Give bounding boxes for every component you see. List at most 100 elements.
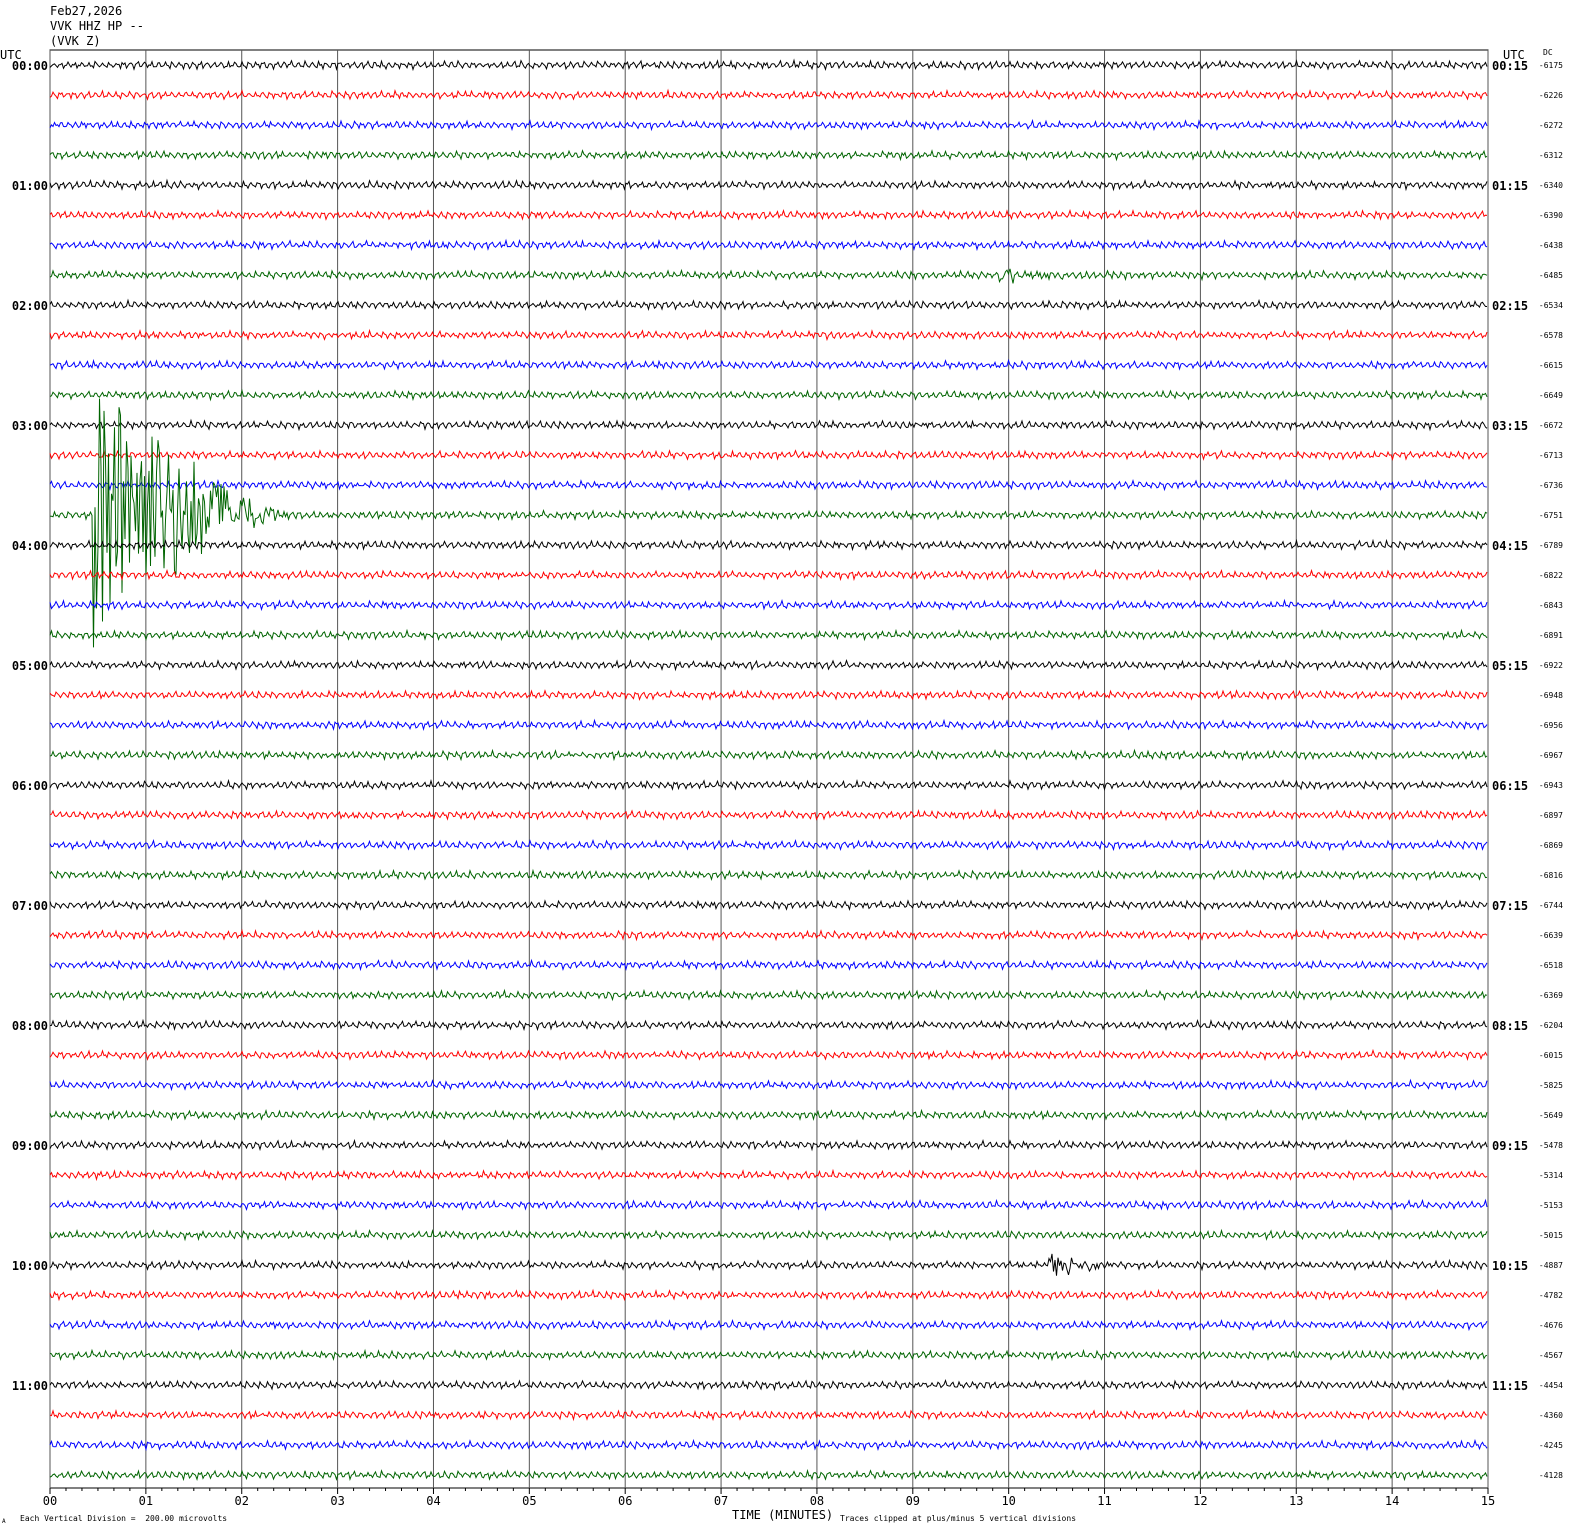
dc-offset-label-0: -6175: [1539, 61, 1563, 70]
right-axis-title: UTC: [1503, 48, 1525, 62]
left-time-label-3: 03:00: [12, 419, 48, 433]
trace-32: [49, 1018, 1488, 1032]
dc-offset-label-7: -6485: [1539, 271, 1563, 280]
dc-offset-label-4: -6340: [1539, 181, 1563, 190]
trace-47: [49, 1468, 1488, 1482]
trace-26: [49, 838, 1488, 852]
trace-30: [49, 958, 1488, 972]
dc-offset-label-46: -4245: [1539, 1441, 1563, 1450]
right-time-label-7: 07:15: [1492, 899, 1528, 913]
dc-offset-label-33: -6015: [1539, 1051, 1563, 1060]
x-tick-label-3: 03: [330, 1494, 344, 1508]
dc-offset-label-3: -6312: [1539, 151, 1563, 160]
dc-offset-label-23: -6967: [1539, 751, 1563, 760]
trace-2: [49, 118, 1488, 132]
x-tick-label-5: 05: [522, 1494, 536, 1508]
dc-offset-label-40: -4887: [1539, 1261, 1563, 1270]
scale-note: Each Vertical Division = 200.00 microvol…: [20, 1514, 228, 1523]
dc-offset-label-5: -6390: [1539, 211, 1563, 220]
trace-44: [49, 1378, 1488, 1392]
trace-28: [49, 899, 1488, 912]
right-time-label-5: 05:15: [1492, 659, 1528, 673]
dc-offset-label-24: -6943: [1539, 781, 1563, 790]
trace-38: [49, 1198, 1488, 1212]
dc-offset-label-12: -6672: [1539, 421, 1563, 430]
clip-note: Traces clipped at plus/minus 5 vertical …: [840, 1514, 1077, 1523]
trace-31: [49, 988, 1488, 1002]
left-time-label-2: 02:00: [12, 299, 48, 313]
trace-23: [49, 748, 1488, 762]
dc-offset-label-9: -6578: [1539, 331, 1563, 340]
header-channel: VVK HHZ HP --: [50, 19, 144, 33]
x-axis-label: TIME (MINUTES): [732, 1508, 834, 1522]
trace-22: [49, 718, 1488, 731]
header-station: (VVK Z): [50, 34, 101, 48]
trace-11: [49, 388, 1488, 402]
dc-offset-label-39: -5015: [1539, 1231, 1563, 1240]
x-tick-label-9: 09: [906, 1494, 920, 1508]
dc-offset-label-43: -4567: [1539, 1351, 1563, 1360]
trace-35: [49, 1108, 1488, 1122]
dc-offset-label-29: -6639: [1539, 931, 1563, 940]
trace-34: [49, 1078, 1488, 1092]
dc-offset-label-17: -6822: [1539, 571, 1563, 580]
trace-27: [49, 868, 1488, 882]
dc-offset-label-20: -6922: [1539, 661, 1563, 670]
trace-17: [49, 568, 1488, 582]
left-time-label-7: 07:00: [12, 899, 48, 913]
dc-offset-label-18: -6843: [1539, 601, 1563, 610]
dc-offset-label-14: -6736: [1539, 481, 1563, 490]
right-time-label-11: 11:15: [1492, 1379, 1528, 1393]
dc-offset-label-36: -5478: [1539, 1141, 1563, 1150]
x-tick-label-6: 06: [618, 1494, 632, 1508]
dc-offset-label-26: -6869: [1539, 841, 1563, 850]
x-tick-label-7: 07: [714, 1494, 728, 1508]
trace-46: [49, 1438, 1488, 1452]
trace-37: [49, 1168, 1488, 1182]
dc-offset-label-44: -4454: [1539, 1381, 1563, 1390]
x-tick-label-4: 04: [426, 1494, 440, 1508]
x-tick-label-8: 08: [810, 1494, 824, 1508]
dc-offset-label-47: -4128: [1539, 1471, 1563, 1480]
trace-20: [49, 658, 1488, 672]
x-tick-label-14: 14: [1385, 1494, 1399, 1508]
left-time-label-9: 09:00: [12, 1139, 48, 1153]
x-tick-label-10: 10: [1001, 1494, 1015, 1508]
dc-offset-label-8: -6534: [1539, 301, 1563, 310]
x-tick-label-11: 11: [1097, 1494, 1111, 1508]
dc-title: DC: [1543, 48, 1553, 57]
corner-mark: A: [2, 1518, 6, 1525]
trace-13: [49, 449, 1488, 461]
x-tick-label-13: 13: [1289, 1494, 1303, 1508]
dc-offset-label-10: -6615: [1539, 361, 1563, 370]
right-time-label-0: 00:15: [1492, 59, 1528, 73]
right-time-label-8: 08:15: [1492, 1019, 1528, 1033]
trace-40: [49, 1253, 1488, 1276]
left-axis-title: UTC: [0, 48, 22, 62]
dc-offset-label-35: -5649: [1539, 1111, 1563, 1120]
trace-5: [49, 208, 1488, 221]
dc-offset-label-38: -5153: [1539, 1201, 1563, 1210]
left-time-label-5: 05:00: [12, 659, 48, 673]
dc-offset-label-16: -6789: [1539, 541, 1563, 550]
left-time-label-6: 06:00: [12, 779, 48, 793]
right-time-label-9: 09:15: [1492, 1139, 1528, 1153]
right-time-label-10: 10:15: [1492, 1259, 1528, 1273]
trace-41: [49, 1288, 1488, 1302]
trace-19: [49, 628, 1488, 642]
dc-offset-label-28: -6744: [1539, 901, 1563, 910]
trace-29: [49, 928, 1488, 942]
right-time-label-6: 06:15: [1492, 779, 1528, 793]
dc-offset-label-37: -5314: [1539, 1171, 1563, 1180]
trace-3: [49, 149, 1488, 162]
trace-8: [49, 298, 1487, 312]
trace-25: [49, 808, 1488, 822]
dc-offset-label-21: -6948: [1539, 691, 1563, 700]
dc-offset-label-19: -6891: [1539, 631, 1563, 640]
trace-16: [49, 538, 1488, 552]
dc-offset-label-30: -6518: [1539, 961, 1563, 970]
x-tick-label-2: 02: [235, 1494, 249, 1508]
right-time-label-4: 04:15: [1492, 539, 1528, 553]
left-time-label-1: 01:00: [12, 179, 48, 193]
